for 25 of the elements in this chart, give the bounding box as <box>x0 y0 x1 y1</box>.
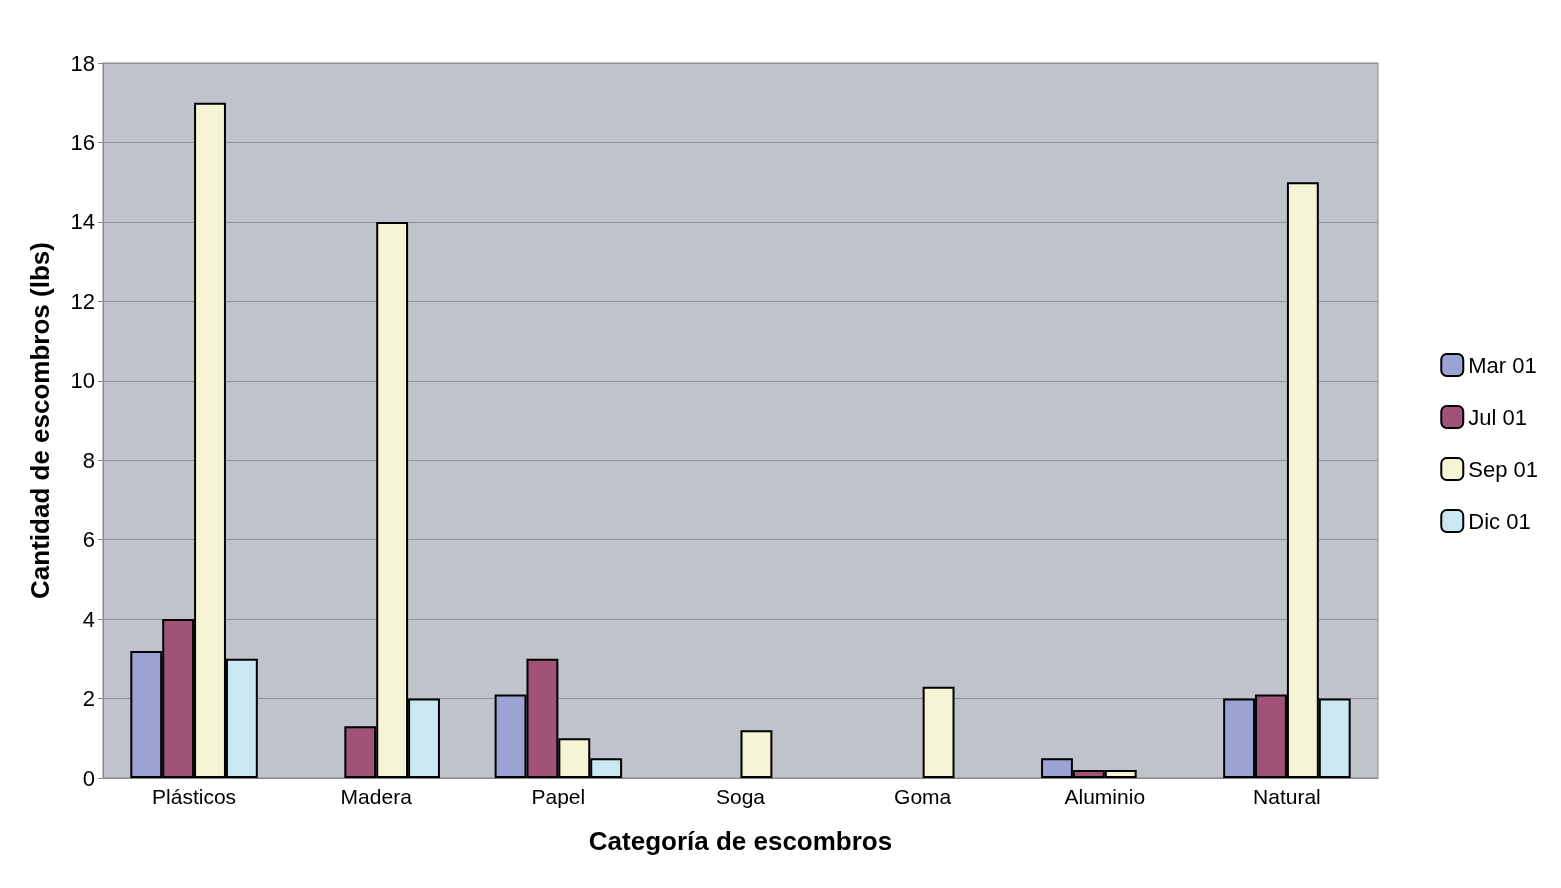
x-tick-label: Madera <box>340 785 413 808</box>
x-tick-label: Soga <box>715 785 766 808</box>
legend-label: Sep 01 <box>1468 456 1539 482</box>
bar <box>740 730 773 778</box>
y-tick-label: 12 <box>70 288 95 314</box>
x-tick-label: Aluminio <box>1064 785 1146 808</box>
legend-label: Jul 01 <box>1468 404 1527 430</box>
y-tick-label: 0 <box>82 765 95 791</box>
y-tick-label: 14 <box>70 209 95 235</box>
y-tick-label: 16 <box>70 129 95 155</box>
y-tick-label: 18 <box>70 50 95 76</box>
x-axis-title: Categoría de escombros <box>588 826 893 856</box>
x-tick-label: Goma <box>894 785 952 808</box>
y-tick-label: 2 <box>82 686 95 712</box>
y-tick-label: 8 <box>82 447 95 473</box>
legend-label: Mar 01 <box>1468 352 1537 378</box>
y-tick-label: 6 <box>82 527 95 553</box>
bar <box>922 686 955 778</box>
x-tick-label: Natural <box>1253 785 1321 808</box>
legend-label: Dic 01 <box>1468 508 1531 534</box>
y-axis-title: Cantidad de escombros (lbs) <box>25 242 55 599</box>
y-tick-label: 10 <box>70 368 95 394</box>
y-tick-label: 4 <box>82 606 95 632</box>
x-tick-label: Papel <box>531 785 586 808</box>
x-tick-label: Plásticos <box>152 785 237 808</box>
